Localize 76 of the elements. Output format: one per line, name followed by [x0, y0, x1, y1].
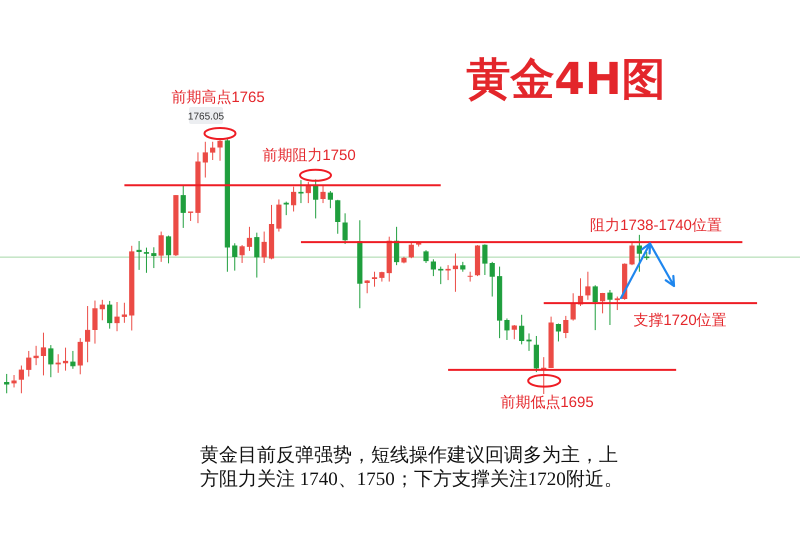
candlestick: [202, 141, 208, 178]
candlestick: [26, 350, 32, 377]
candlestick: [592, 284, 598, 331]
candlestick: [40, 332, 46, 376]
candlestick: [607, 289, 613, 326]
candlestick: [335, 199, 340, 234]
candlestick: [48, 344, 54, 378]
annotation: 前期阻力1750: [262, 147, 356, 164]
candlestick: [34, 345, 39, 366]
candlestick: [290, 186, 296, 212]
candlestick: [636, 234, 642, 272]
candlestick: [107, 300, 112, 330]
candlestick: [490, 261, 495, 298]
candlestick: [328, 190, 333, 209]
annotation: 支撑1720位置: [633, 312, 727, 329]
candlestick: [11, 374, 17, 388]
candlestick: [78, 338, 83, 375]
chart-title: 黄金4H图: [466, 54, 666, 105]
candlestick: [512, 324, 517, 340]
candlestick: [284, 201, 289, 216]
candlestick: [519, 314, 524, 345]
candlestick: [217, 138, 223, 162]
candlestick: [18, 365, 24, 394]
candlestick: [372, 271, 378, 288]
candlestick: [468, 271, 473, 282]
candlestick: [240, 244, 245, 264]
candlestick: [85, 306, 90, 363]
candlestick: [306, 181, 311, 204]
candlestick: [379, 271, 384, 282]
candlestick: [144, 247, 150, 274]
candlestick: [534, 335, 539, 373]
candlestick: [70, 350, 76, 370]
candlestick: [452, 252, 458, 292]
candlestick: [151, 246, 156, 269]
candlestick: [122, 302, 127, 324]
candlestick: [570, 292, 576, 322]
text: 前期高点1765: [171, 89, 265, 106]
candlestick: [320, 184, 326, 204]
candlestick: [614, 296, 620, 311]
candlestick: [482, 244, 488, 276]
annotation: 前期低点1695: [500, 394, 594, 411]
candlestick: [114, 302, 120, 332]
candlestick: [180, 185, 186, 228]
candlestick: [166, 235, 172, 264]
candlestick: [254, 232, 260, 278]
candlestick: [92, 300, 98, 344]
candlestick: [232, 242, 238, 272]
text: 黄金目前反弹强势，短线操作建议回调多为主，上方阻力关注 1740、1750；下方支撑关注1720附近。: [200, 444, 623, 490]
candlestick: [136, 240, 142, 270]
candlestick: [246, 226, 252, 252]
candlestick: [438, 266, 444, 285]
candlestick: [600, 292, 606, 314]
candlestick: [408, 242, 414, 259]
candlestick: [188, 211, 194, 222]
candlestick: [313, 178, 318, 219]
candlestick: [100, 299, 105, 321]
candlestick: [556, 323, 562, 342]
candlestick: [629, 242, 635, 266]
candlestick: [342, 212, 348, 244]
candlestick: [262, 231, 267, 264]
candlestick: [526, 332, 532, 352]
candlestick: [430, 258, 436, 277]
candlestick: [62, 347, 68, 372]
candlestick: [158, 231, 164, 262]
candlestick: [563, 315, 568, 339]
candlestick: [210, 141, 216, 161]
candlestick: [504, 318, 510, 340]
candlestick: [4, 373, 10, 394]
candlestick: [276, 198, 282, 232]
candlestick: [460, 261, 466, 272]
text: 1765.05: [188, 112, 225, 122]
candlestick: [364, 280, 370, 294]
candlestick: [585, 271, 590, 300]
candlestick: [56, 354, 61, 374]
candlestick: [423, 250, 429, 264]
annotation: 阻力1738-1740位置: [590, 217, 722, 234]
